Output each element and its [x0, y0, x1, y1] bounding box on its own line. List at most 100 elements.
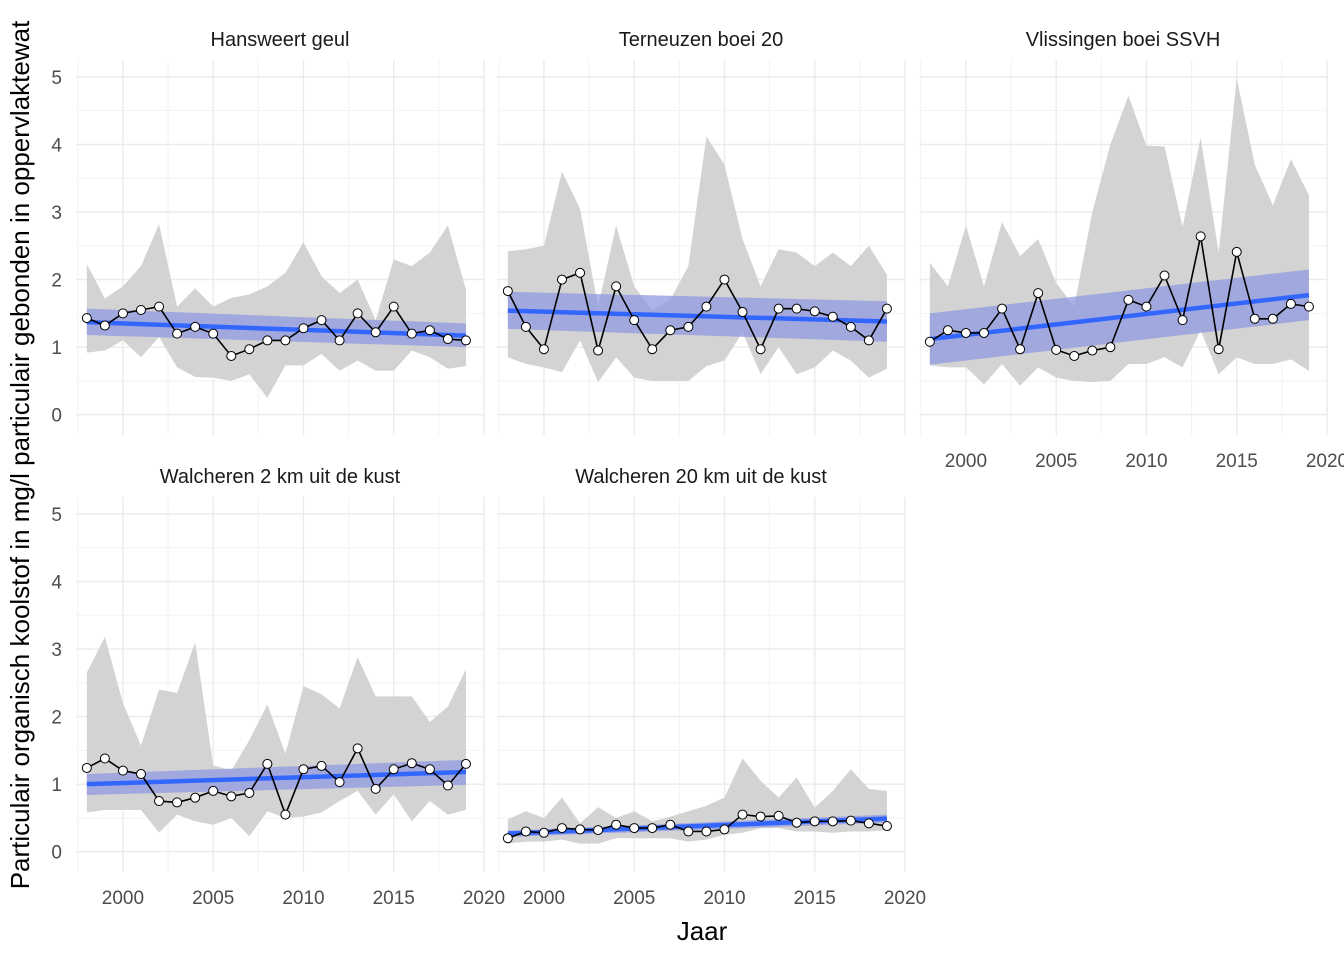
data-point — [262, 758, 273, 769]
y-tick-label: 1 — [51, 775, 62, 796]
data-point — [701, 301, 712, 312]
data-point — [502, 833, 513, 844]
data-point — [370, 783, 381, 794]
data-point — [575, 824, 586, 835]
y-tick-label: 3 — [51, 203, 62, 224]
data-point — [719, 274, 730, 285]
data-point — [924, 336, 935, 347]
data-point — [208, 328, 219, 339]
data-point — [1105, 342, 1116, 353]
data-point — [1303, 301, 1314, 312]
y-tick-label: 4 — [51, 135, 62, 156]
data-point — [172, 797, 183, 808]
data-point — [388, 301, 399, 312]
data-point — [460, 335, 471, 346]
data-point — [190, 321, 201, 332]
range-band — [507, 136, 887, 383]
data-point — [226, 791, 237, 802]
data-point — [683, 321, 694, 332]
data-point — [424, 764, 435, 775]
x-tick-label: 2010 — [1125, 451, 1167, 472]
data-point — [1249, 313, 1260, 324]
x-tick-label: 2015 — [794, 888, 836, 909]
data-point — [863, 335, 874, 346]
data-point — [190, 792, 201, 803]
panel-2: Terneuzen boei 20 — [497, 29, 906, 435]
data-point — [502, 286, 513, 297]
data-point — [316, 760, 327, 771]
panels: Hansweert geul 0 1 2 3 4 5 Terneuzen boei 20 Vli… — [51, 29, 1344, 909]
data-point — [388, 764, 399, 775]
x-axis-title: Jaar — [677, 916, 728, 946]
data-point — [755, 344, 766, 355]
data-point — [701, 826, 712, 837]
data-point — [1069, 350, 1080, 361]
data-point — [244, 787, 255, 798]
data-point — [575, 267, 586, 278]
x-tick-label: 2015 — [373, 888, 415, 909]
data-point — [81, 313, 92, 324]
data-point — [334, 777, 345, 788]
series-points — [502, 809, 892, 844]
y-tick-label: 2 — [51, 708, 62, 729]
data-point — [629, 823, 640, 834]
data-point — [1033, 288, 1044, 299]
x-tick-label: 2020 — [463, 888, 505, 909]
x-tick-label: 2005 — [1035, 451, 1077, 472]
data-point — [997, 303, 1008, 314]
data-point — [809, 306, 820, 317]
data-point — [442, 780, 453, 791]
x-tick-label: 2010 — [703, 888, 745, 909]
data-point — [244, 344, 255, 355]
data-point — [845, 321, 856, 332]
data-point — [406, 758, 417, 769]
range-band — [86, 224, 466, 398]
data-point — [520, 321, 531, 332]
trend-line — [86, 769, 467, 787]
data-point — [827, 816, 838, 827]
y-axis-title: Particulair organisch koolstof in mg/l p… — [5, 20, 35, 889]
data-point — [1051, 344, 1062, 355]
panel-title: Vlissingen boei SSVH — [1026, 29, 1221, 51]
data-point — [370, 327, 381, 338]
x-tick-label: 2005 — [192, 888, 234, 909]
x-tick-label: 2020 — [884, 888, 926, 909]
trend-line — [86, 319, 467, 338]
x-tick-label: 2000 — [945, 451, 987, 472]
data-point — [135, 769, 146, 780]
data-point — [1123, 294, 1134, 305]
data-point — [81, 762, 92, 773]
data-point — [406, 328, 417, 339]
panel-4: Walcheren 2 km uit de kust 0 1 2 3 4 5 2000 2005… — [51, 466, 505, 909]
data-point — [665, 325, 676, 336]
data-point — [442, 334, 453, 345]
data-point — [117, 765, 128, 776]
data-point — [424, 325, 435, 336]
panel-5: Walcheren 20 km uit de kust 2000 2005 2010 2… — [497, 466, 926, 909]
panel-1: Hansweert geul 0 1 2 3 4 5 — [51, 29, 485, 435]
data-point — [683, 826, 694, 837]
data-point — [1015, 344, 1026, 355]
series-points — [502, 267, 892, 356]
y-tick-label: 2 — [51, 271, 62, 292]
x-tick-label: 2015 — [1216, 451, 1258, 472]
panel-3: Vlissingen boei SSVH 2000 2005 2010 2015 2020 — [919, 29, 1344, 472]
range-band — [86, 636, 466, 837]
data-point — [520, 826, 531, 837]
panel-grid — [76, 60, 485, 435]
data-point — [1159, 270, 1170, 281]
data-point — [827, 311, 838, 322]
data-point — [538, 827, 549, 838]
data-point — [881, 303, 892, 314]
data-point — [647, 823, 658, 834]
data-point — [1141, 301, 1152, 312]
panel-title: Terneuzen boei 20 — [619, 29, 784, 51]
data-point — [352, 308, 363, 319]
data-point — [172, 328, 183, 339]
data-point — [334, 335, 345, 346]
data-point — [791, 303, 802, 314]
data-point — [1285, 298, 1296, 309]
data-point — [593, 345, 604, 356]
data-point — [556, 274, 567, 285]
